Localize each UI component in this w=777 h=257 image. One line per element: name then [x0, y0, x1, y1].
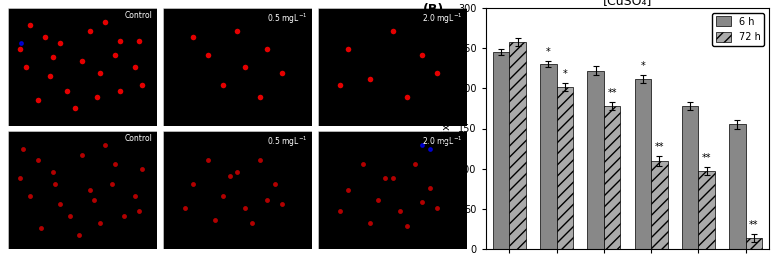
Bar: [540, 64, 556, 249]
Text: *: *: [563, 69, 567, 79]
Bar: [604, 106, 620, 249]
Text: Control: Control: [124, 134, 152, 143]
Y-axis label: [6 hours]: [6 hours]: [0, 50, 5, 84]
Y-axis label: MFI cell⁻¹ (Pixel intensity): MFI cell⁻¹ (Pixel intensity): [442, 62, 452, 195]
Text: *: *: [546, 47, 551, 57]
Bar: [509, 42, 526, 249]
Bar: [587, 70, 604, 249]
Bar: [746, 238, 762, 249]
Text: 2.0 mgL$^{-1}$: 2.0 mgL$^{-1}$: [422, 11, 462, 26]
Text: 0.5 mgL$^{-1}$: 0.5 mgL$^{-1}$: [267, 11, 308, 26]
Bar: [651, 161, 667, 249]
Title: [CuSO₄]: [CuSO₄]: [603, 0, 652, 6]
Bar: [635, 79, 651, 249]
Text: **: **: [702, 153, 712, 163]
Bar: [556, 87, 573, 249]
Bar: [681, 106, 699, 249]
Text: 2.0 mgL$^{-1}$: 2.0 mgL$^{-1}$: [422, 134, 462, 149]
Text: 0.5 mgL$^{-1}$: 0.5 mgL$^{-1}$: [267, 134, 308, 149]
Text: **: **: [749, 220, 758, 230]
Legend: 6 h, 72 h: 6 h, 72 h: [713, 13, 765, 46]
Bar: [493, 52, 509, 249]
Bar: [699, 171, 715, 249]
Text: Control: Control: [124, 11, 152, 20]
Text: *: *: [640, 61, 645, 71]
Text: (A): (A): [9, 13, 31, 26]
Bar: [729, 124, 746, 249]
Text: (B): (B): [423, 3, 444, 16]
Text: **: **: [608, 88, 617, 98]
Y-axis label: [72 hours]: [72 hours]: [0, 170, 5, 210]
Text: **: **: [654, 142, 664, 152]
